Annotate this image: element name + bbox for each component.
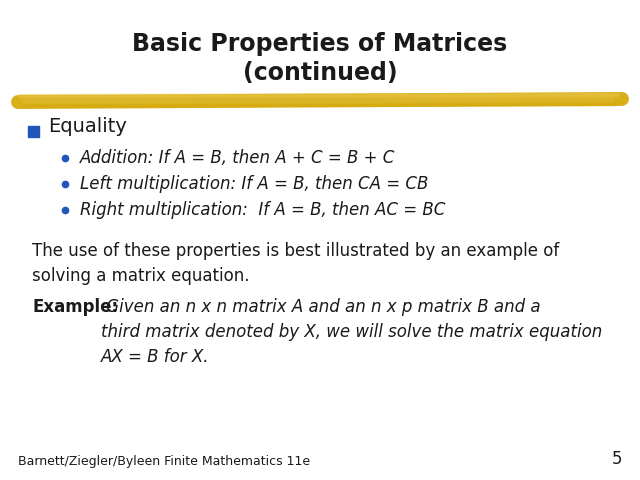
Text: Left multiplication: If A = B, then CA = CB: Left multiplication: If A = B, then CA =… xyxy=(80,175,428,193)
Text: Given an n x n matrix A and an n x p matrix B and a
third matrix denoted by X, w: Given an n x n matrix A and an n x p mat… xyxy=(101,298,602,366)
Text: Equality: Equality xyxy=(48,118,127,136)
Text: Example:: Example: xyxy=(32,298,118,316)
Text: Addition: If A = B, then A + C = B + C: Addition: If A = B, then A + C = B + C xyxy=(80,149,396,167)
Text: Basic Properties of Matrices
(continued): Basic Properties of Matrices (continued) xyxy=(132,32,508,85)
Bar xyxy=(28,126,39,137)
Text: Right multiplication:  If A = B, then AC = BC: Right multiplication: If A = B, then AC … xyxy=(80,201,445,219)
Text: The use of these properties is best illustrated by an example of
solving a matri: The use of these properties is best illu… xyxy=(32,242,559,285)
Text: 5: 5 xyxy=(611,450,622,468)
Text: Barnett/Ziegler/Byleen Finite Mathematics 11e: Barnett/Ziegler/Byleen Finite Mathematic… xyxy=(18,455,310,468)
